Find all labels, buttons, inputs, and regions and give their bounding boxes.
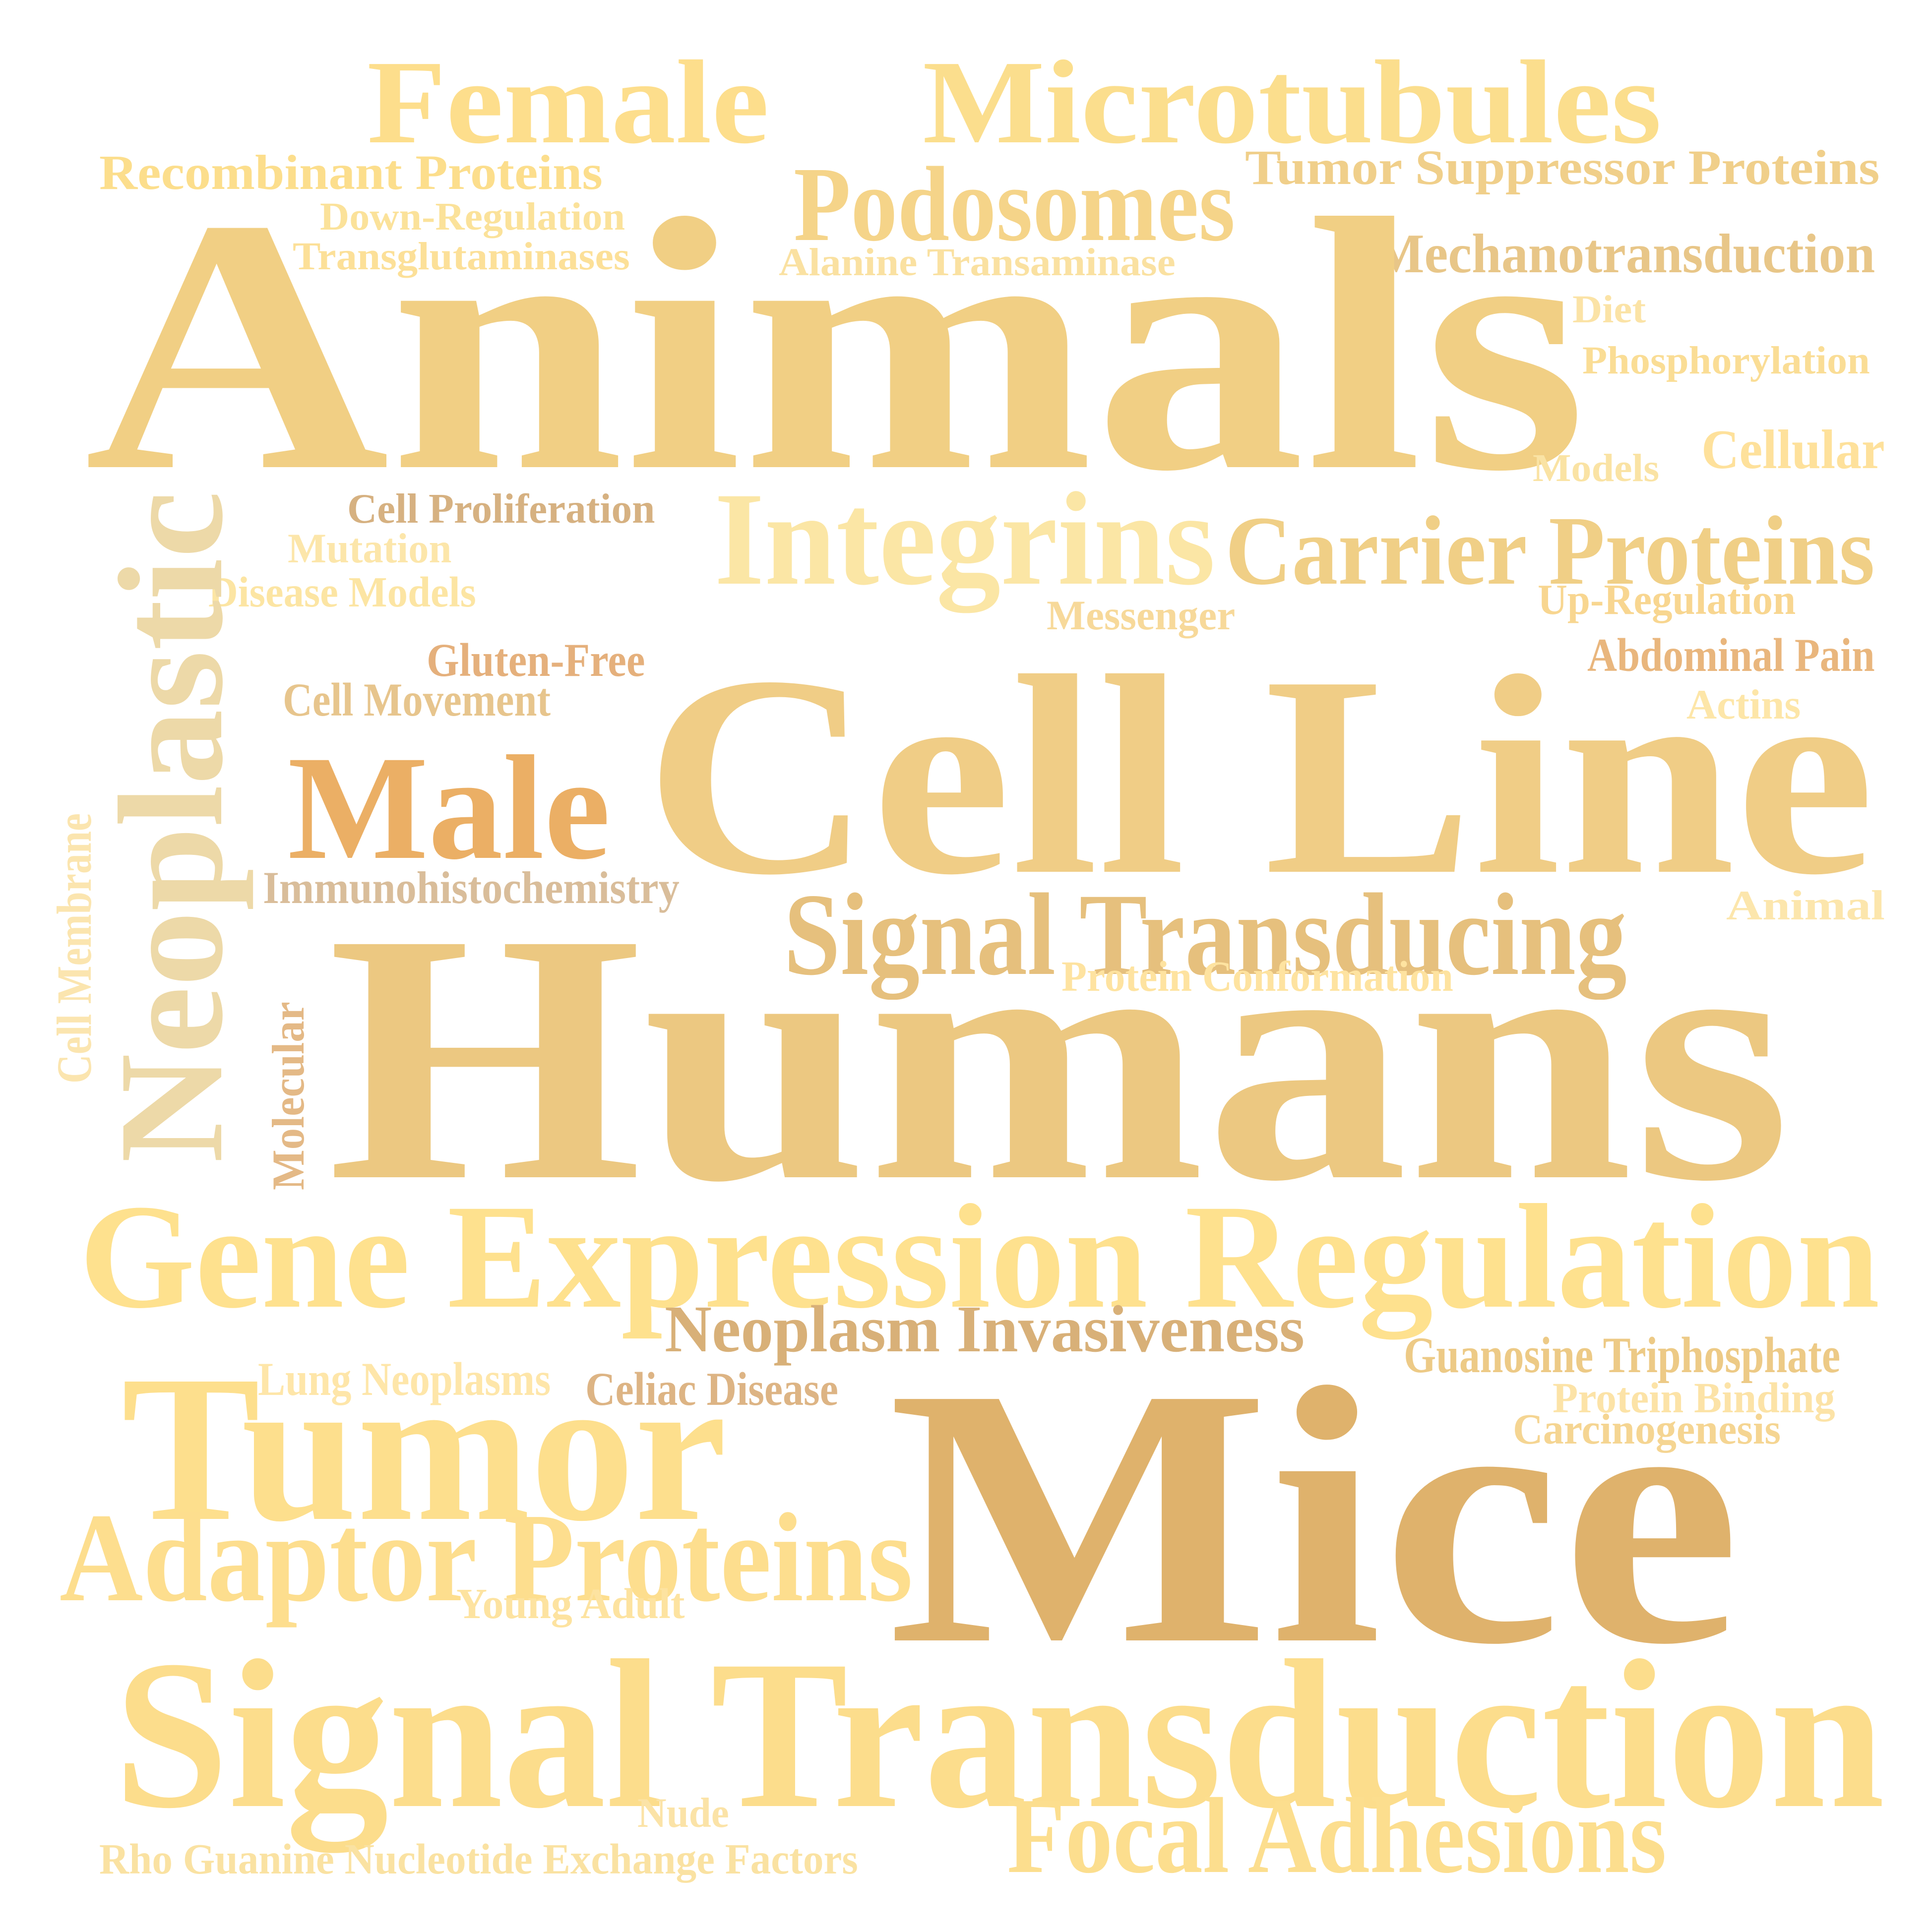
- word-mechanotransduction: Mechanotransduction: [1374, 223, 1875, 285]
- word-adaptor-proteins: Adaptor Proteins: [60, 1488, 913, 1629]
- word-down-regulation: Down-Regulation: [320, 195, 625, 239]
- word-carrier-proteins: Carrier Proteins: [1225, 496, 1875, 605]
- word-animal: Animal: [1726, 882, 1885, 929]
- word-lung-neoplasms: Lung Neoplasms: [258, 1352, 551, 1405]
- word-actins: Actins: [1686, 681, 1801, 728]
- word-protein-binding: Protein Binding: [1553, 1373, 1835, 1422]
- word-tumor-suppressor-proteins: Tumor Suppressor Proteins: [1245, 140, 1880, 195]
- word-young-adult: Young Adult: [456, 1579, 685, 1628]
- word-gluten-free: Gluten-Free: [427, 633, 645, 686]
- word-rho-guanine-nucleotide-exchange-factors: Rho Guanine Nucleotide Exchange Factors: [99, 1834, 858, 1883]
- word-protein-conformation: Protein Conformation: [1061, 952, 1453, 1000]
- word-alanine-transaminase: Alanine Transaminase: [779, 241, 1176, 285]
- word-cell-membrane: Cell Membrane: [47, 813, 102, 1084]
- word-cellular: Cellular: [1701, 419, 1885, 481]
- word-messenger: Messenger: [1047, 592, 1236, 639]
- word-female: Female: [367, 36, 769, 169]
- word-disease-models: Disease Models: [208, 567, 476, 616]
- word-molecular: Molecular: [263, 1002, 313, 1190]
- word-models: Models: [1533, 446, 1660, 490]
- word-neoplastic: Neoplastic: [89, 491, 254, 1163]
- word-phosphorylation: Phosphorylation: [1582, 339, 1870, 383]
- word-celiac-disease: Celiac Disease: [585, 1362, 838, 1415]
- word-podosomes: Podosomes: [794, 145, 1236, 264]
- word-diet: Diet: [1572, 288, 1646, 332]
- word-tumor: Tumor: [122, 1332, 727, 1565]
- word-recombinant-proteins: Recombinant Proteins: [99, 145, 603, 200]
- word-cell-proliferation: Cell Proliferation: [347, 485, 655, 532]
- word-microtubules: Microtubules: [923, 36, 1662, 169]
- word-mice: Mice: [888, 1311, 1741, 1720]
- word-cell-line: Cell Line: [645, 616, 1875, 934]
- word-guanosine-triphosphate: Guanosine Triphosphate: [1404, 1327, 1841, 1384]
- word-up-regulation: Up-Regulation: [1538, 575, 1796, 623]
- word-humans: Humans: [327, 860, 1791, 1255]
- word-cell-movement: Cell Movement: [283, 673, 551, 726]
- word-neoplasm-invasiveness: Neoplasm Invasiveness: [665, 1292, 1305, 1366]
- word-immunohistochemistry: Immunohistochemistry: [263, 862, 680, 913]
- word-signal-transducing: Signal Transducing: [784, 869, 1627, 1000]
- word-animals: Animals: [84, 145, 1587, 546]
- word-mutation: Mutation: [288, 525, 452, 572]
- word-abdominal-pain: Abdominal Pain: [1587, 628, 1875, 681]
- word-male: Male: [288, 725, 611, 891]
- word-integrins: Integrins: [714, 465, 1216, 613]
- word-focal-adhesions: Focal Adhesions: [1007, 1776, 1667, 1896]
- word-signal-transduction: Signal Transduction: [114, 1616, 1885, 1853]
- word-gene-expression-regulation: Gene Expression Regulation: [79, 1174, 1880, 1339]
- word-transglutaminases: Transglutaminases: [293, 235, 630, 279]
- word-carcinogenesis: Carcinogenesis: [1513, 1404, 1781, 1453]
- word-nude: Nude: [637, 1790, 729, 1836]
